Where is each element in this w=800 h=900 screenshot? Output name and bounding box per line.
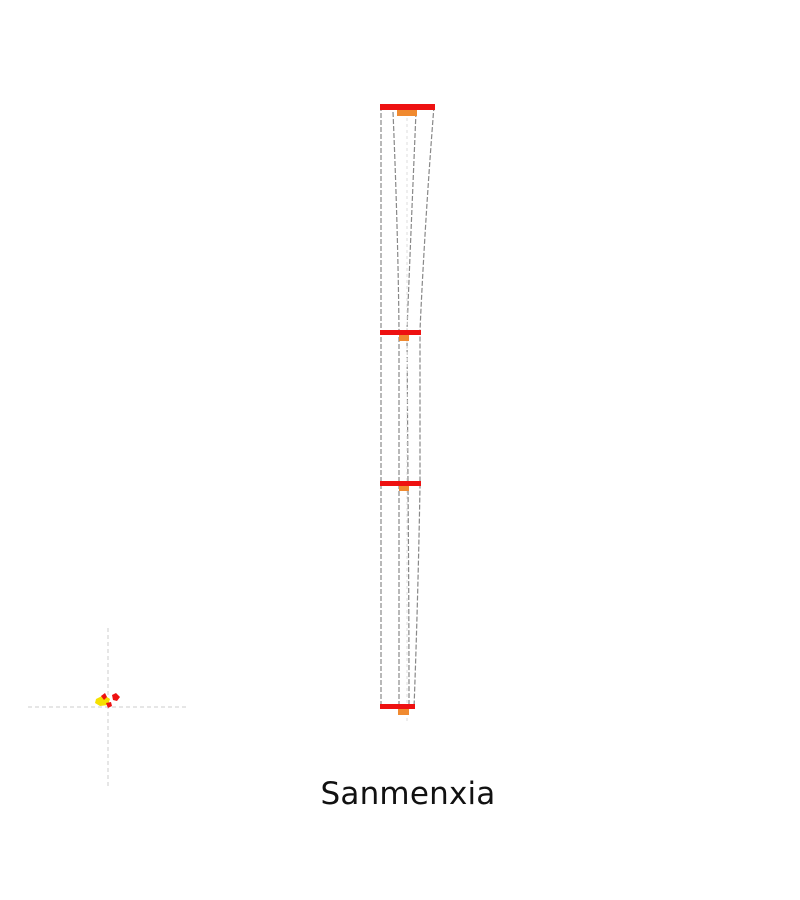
place-name-label: Sanmenxia <box>320 776 496 812</box>
overview-inset <box>28 628 188 788</box>
red-bar-bottom <box>380 704 415 709</box>
orange-marker-lower-middle <box>399 486 409 491</box>
orange-markers <box>397 110 417 715</box>
outline-taper-left <box>392 111 400 331</box>
orange-marker-top <box>397 110 417 116</box>
main-outline <box>380 105 435 709</box>
red-bars <box>380 104 435 709</box>
overview-red-mark-3 <box>106 702 112 708</box>
overview-red-mark-2 <box>112 693 120 701</box>
outline-taper-mid <box>406 111 417 331</box>
red-bar-upper-middle <box>380 330 421 335</box>
red-bar-top <box>380 104 435 110</box>
orange-marker-bottom <box>398 709 409 715</box>
outline-inner-right <box>406 335 410 709</box>
orange-marker-upper-middle <box>399 335 409 341</box>
overview-red-mark-1 <box>101 693 107 700</box>
red-bar-lower-middle <box>380 481 421 486</box>
outline-right-edge <box>413 105 435 709</box>
